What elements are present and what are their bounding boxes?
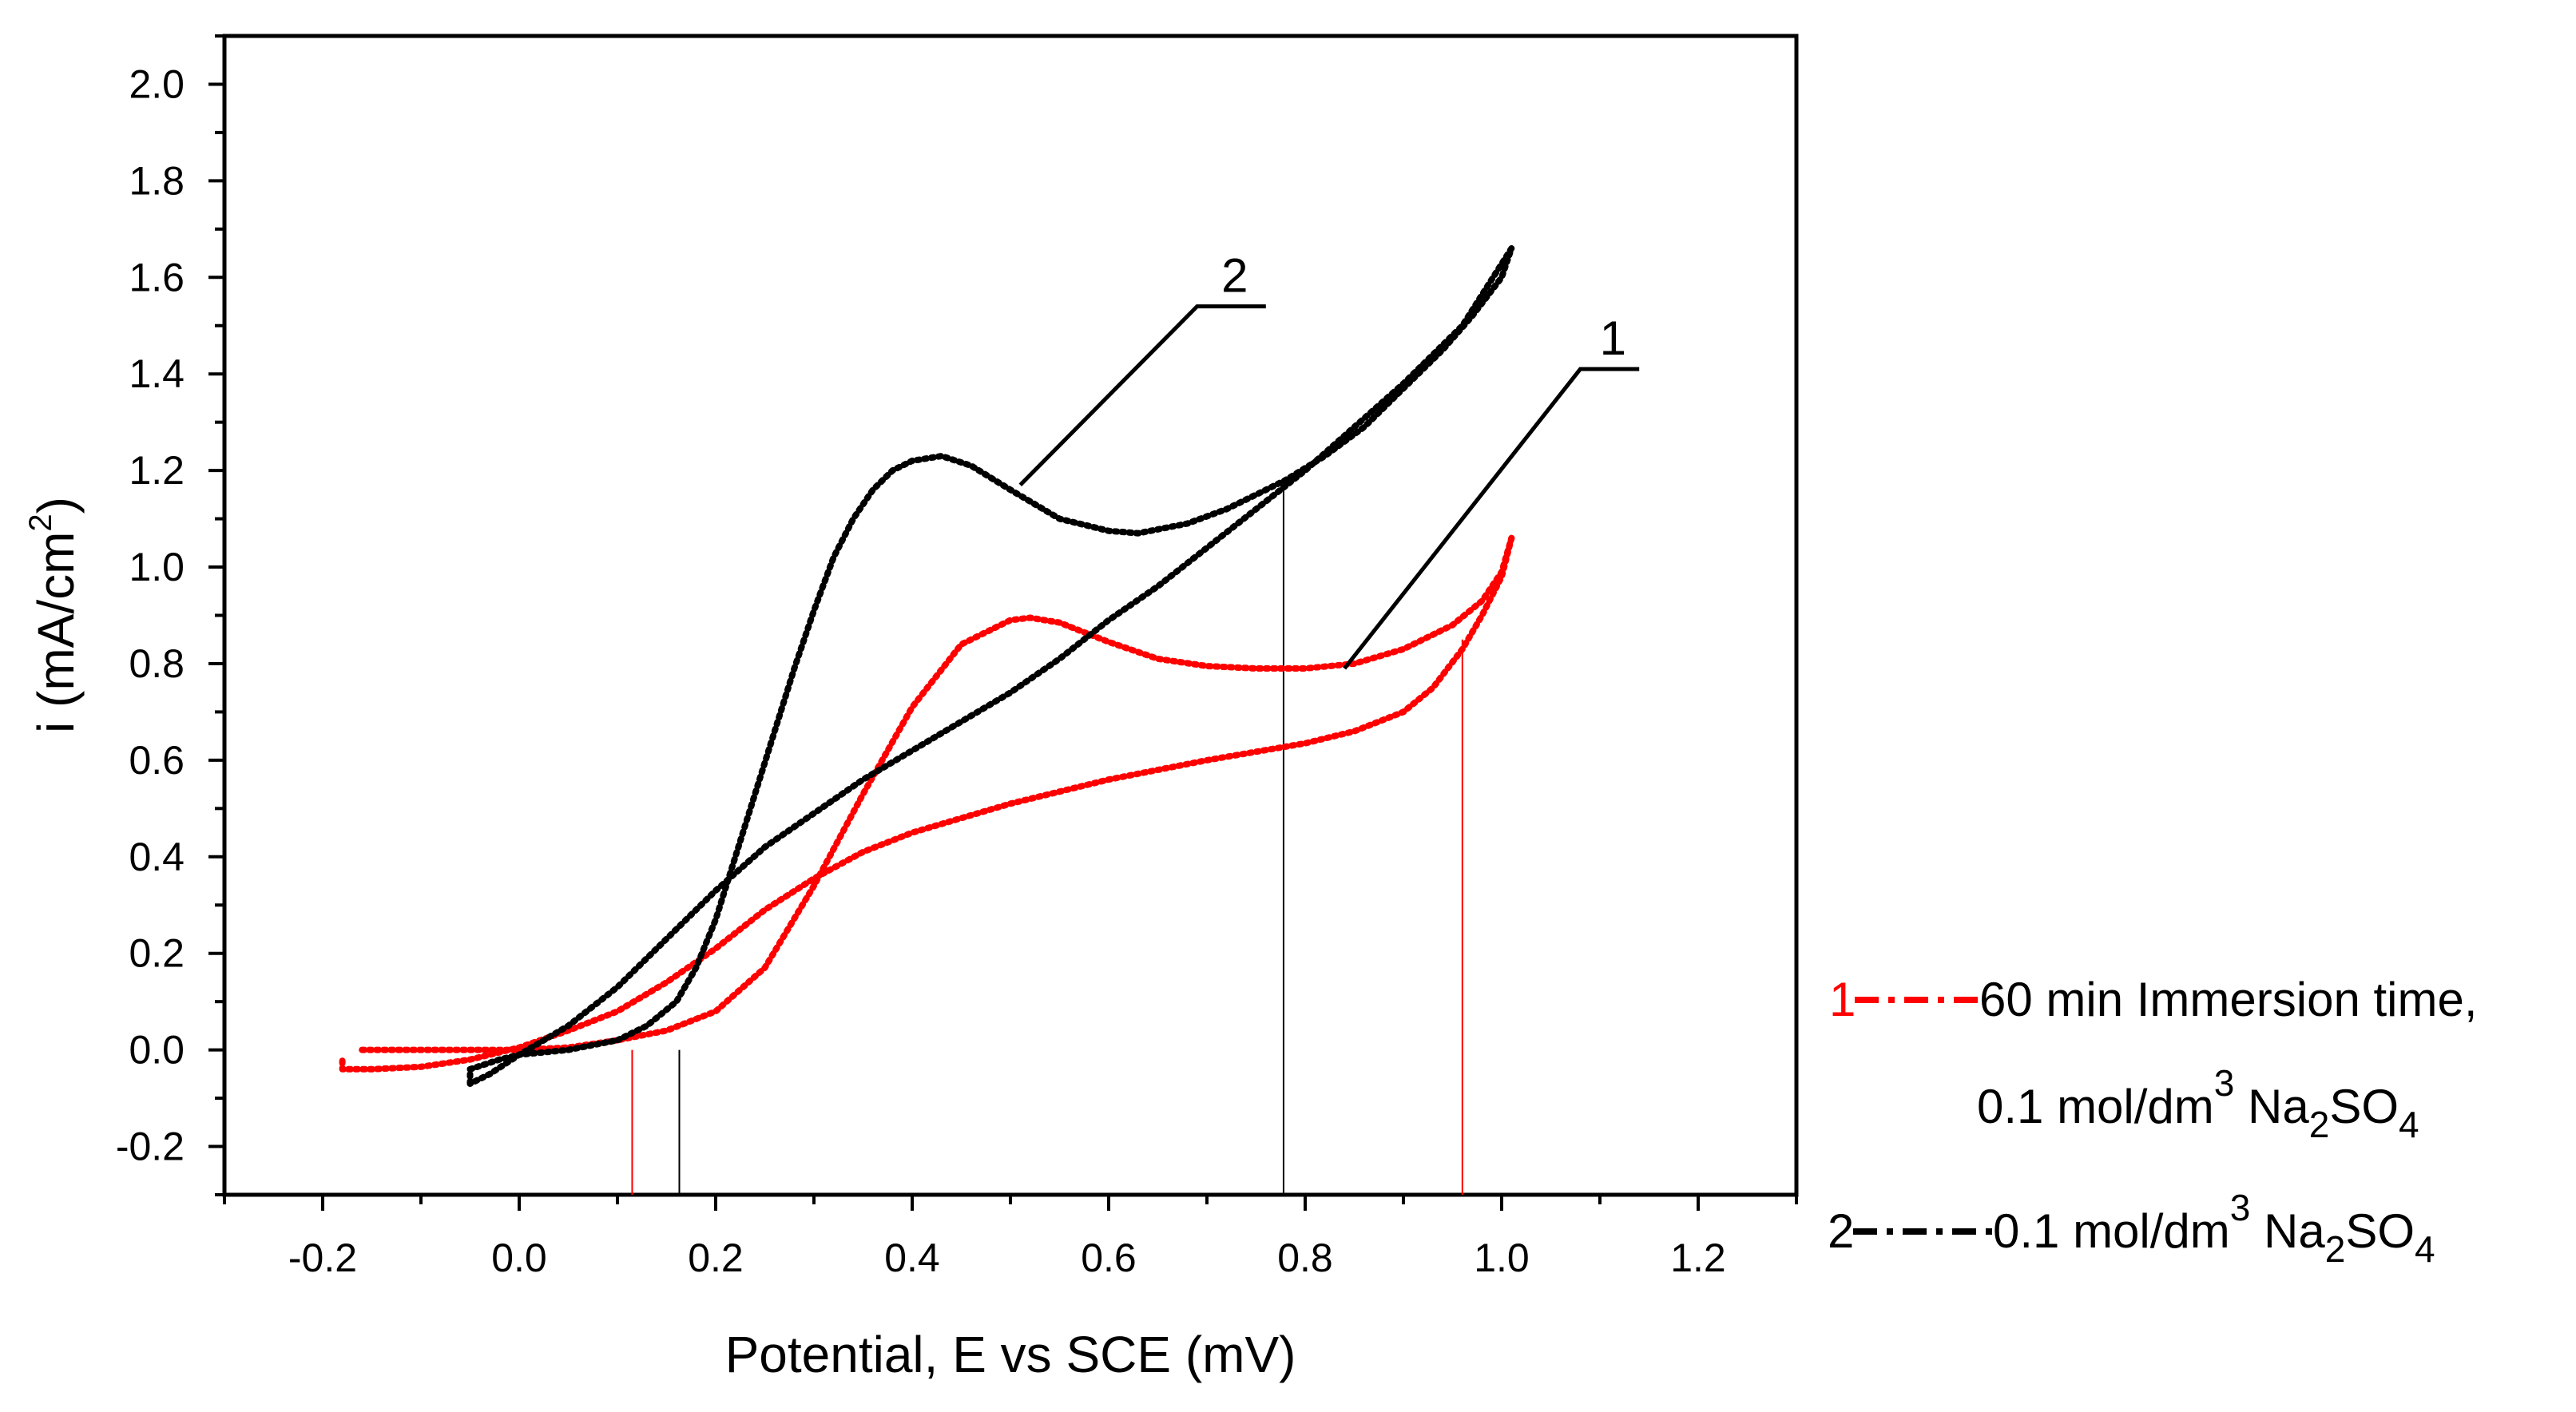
legend-item-1: 1 60 min Immersion time, 0.1 mol/dm3 Na2… — [1829, 973, 2478, 1145]
annotation-label-1: 1 — [1600, 311, 1626, 365]
x-tick-label: 0.4 — [884, 1236, 940, 1280]
x-tick-label: 0.2 — [688, 1236, 744, 1280]
annotations: 21 — [1018, 249, 1640, 670]
vertical-markers — [631, 485, 1463, 1195]
y-tick-label: 0.2 — [129, 931, 185, 976]
series-1-reverse-line — [339, 534, 1515, 1073]
x-axis-title: Potential, E vs SCE (mV) — [725, 1326, 1296, 1383]
y-tick-label: 0.0 — [129, 1028, 185, 1073]
legend-text-2: 0.1 mol/dm3 Na2SO4 — [1993, 1187, 2435, 1270]
x-tick-label: -0.2 — [288, 1236, 357, 1280]
y-tick-label: 1.8 — [129, 158, 185, 203]
plot-area-frame — [222, 34, 1799, 1197]
legend: 1 60 min Immersion time, 0.1 mol/dm3 Na2… — [1828, 973, 2478, 1270]
y-tick-label: 0.6 — [129, 738, 185, 783]
series-layer — [339, 245, 1515, 1087]
y-tick-label: 1.6 — [129, 255, 185, 299]
y-tick-label: 1.2 — [129, 448, 185, 493]
annotation-leader-1 — [1343, 367, 1640, 670]
x-tick-label: 0.6 — [1081, 1236, 1137, 1280]
legend-num-1: 1 — [1829, 973, 1856, 1026]
x-tick-label: 0.0 — [491, 1236, 547, 1280]
annotation-leader-2 — [1018, 304, 1266, 487]
y-tick-label: 2.0 — [129, 61, 185, 106]
series-1-forward-line — [359, 534, 1515, 1053]
y-axis-title: i (mA/cm2) — [23, 497, 85, 733]
y-tick-label: 1.0 — [129, 545, 185, 589]
y-tick-label: 0.8 — [129, 641, 185, 686]
legend-num-2: 2 — [1828, 1204, 1854, 1258]
series-2-reverse-line — [466, 245, 1515, 1087]
annotation-label-2: 2 — [1221, 249, 1248, 303]
x-tick-label: 1.2 — [1670, 1236, 1726, 1280]
x-tick-label: 0.8 — [1277, 1236, 1333, 1280]
y-axis-ticks: -0.2 0.0 0.2 0.4 0.6 0.8 1.0 1.2 1.4 1.6 1.8 2.0 — [116, 34, 224, 1196]
x-tick-label: 1.0 — [1474, 1236, 1530, 1280]
legend-text-1-line2: 0.1 mol/dm3 Na2SO4 — [1977, 1062, 2419, 1145]
legend-item-2: 2 0.1 mol/dm3 Na2SO4 — [1828, 1187, 2435, 1270]
y-tick-label: 0.4 — [129, 835, 185, 879]
y-tick-label: 1.4 — [129, 351, 185, 396]
legend-text-1-line1: 60 min Immersion time, — [1979, 973, 2478, 1026]
y-tick-label: -0.2 — [116, 1124, 185, 1169]
x-axis-ticks: -0.2 0.0 0.2 0.4 0.6 0.8 1.0 1.2 — [223, 1195, 1798, 1280]
